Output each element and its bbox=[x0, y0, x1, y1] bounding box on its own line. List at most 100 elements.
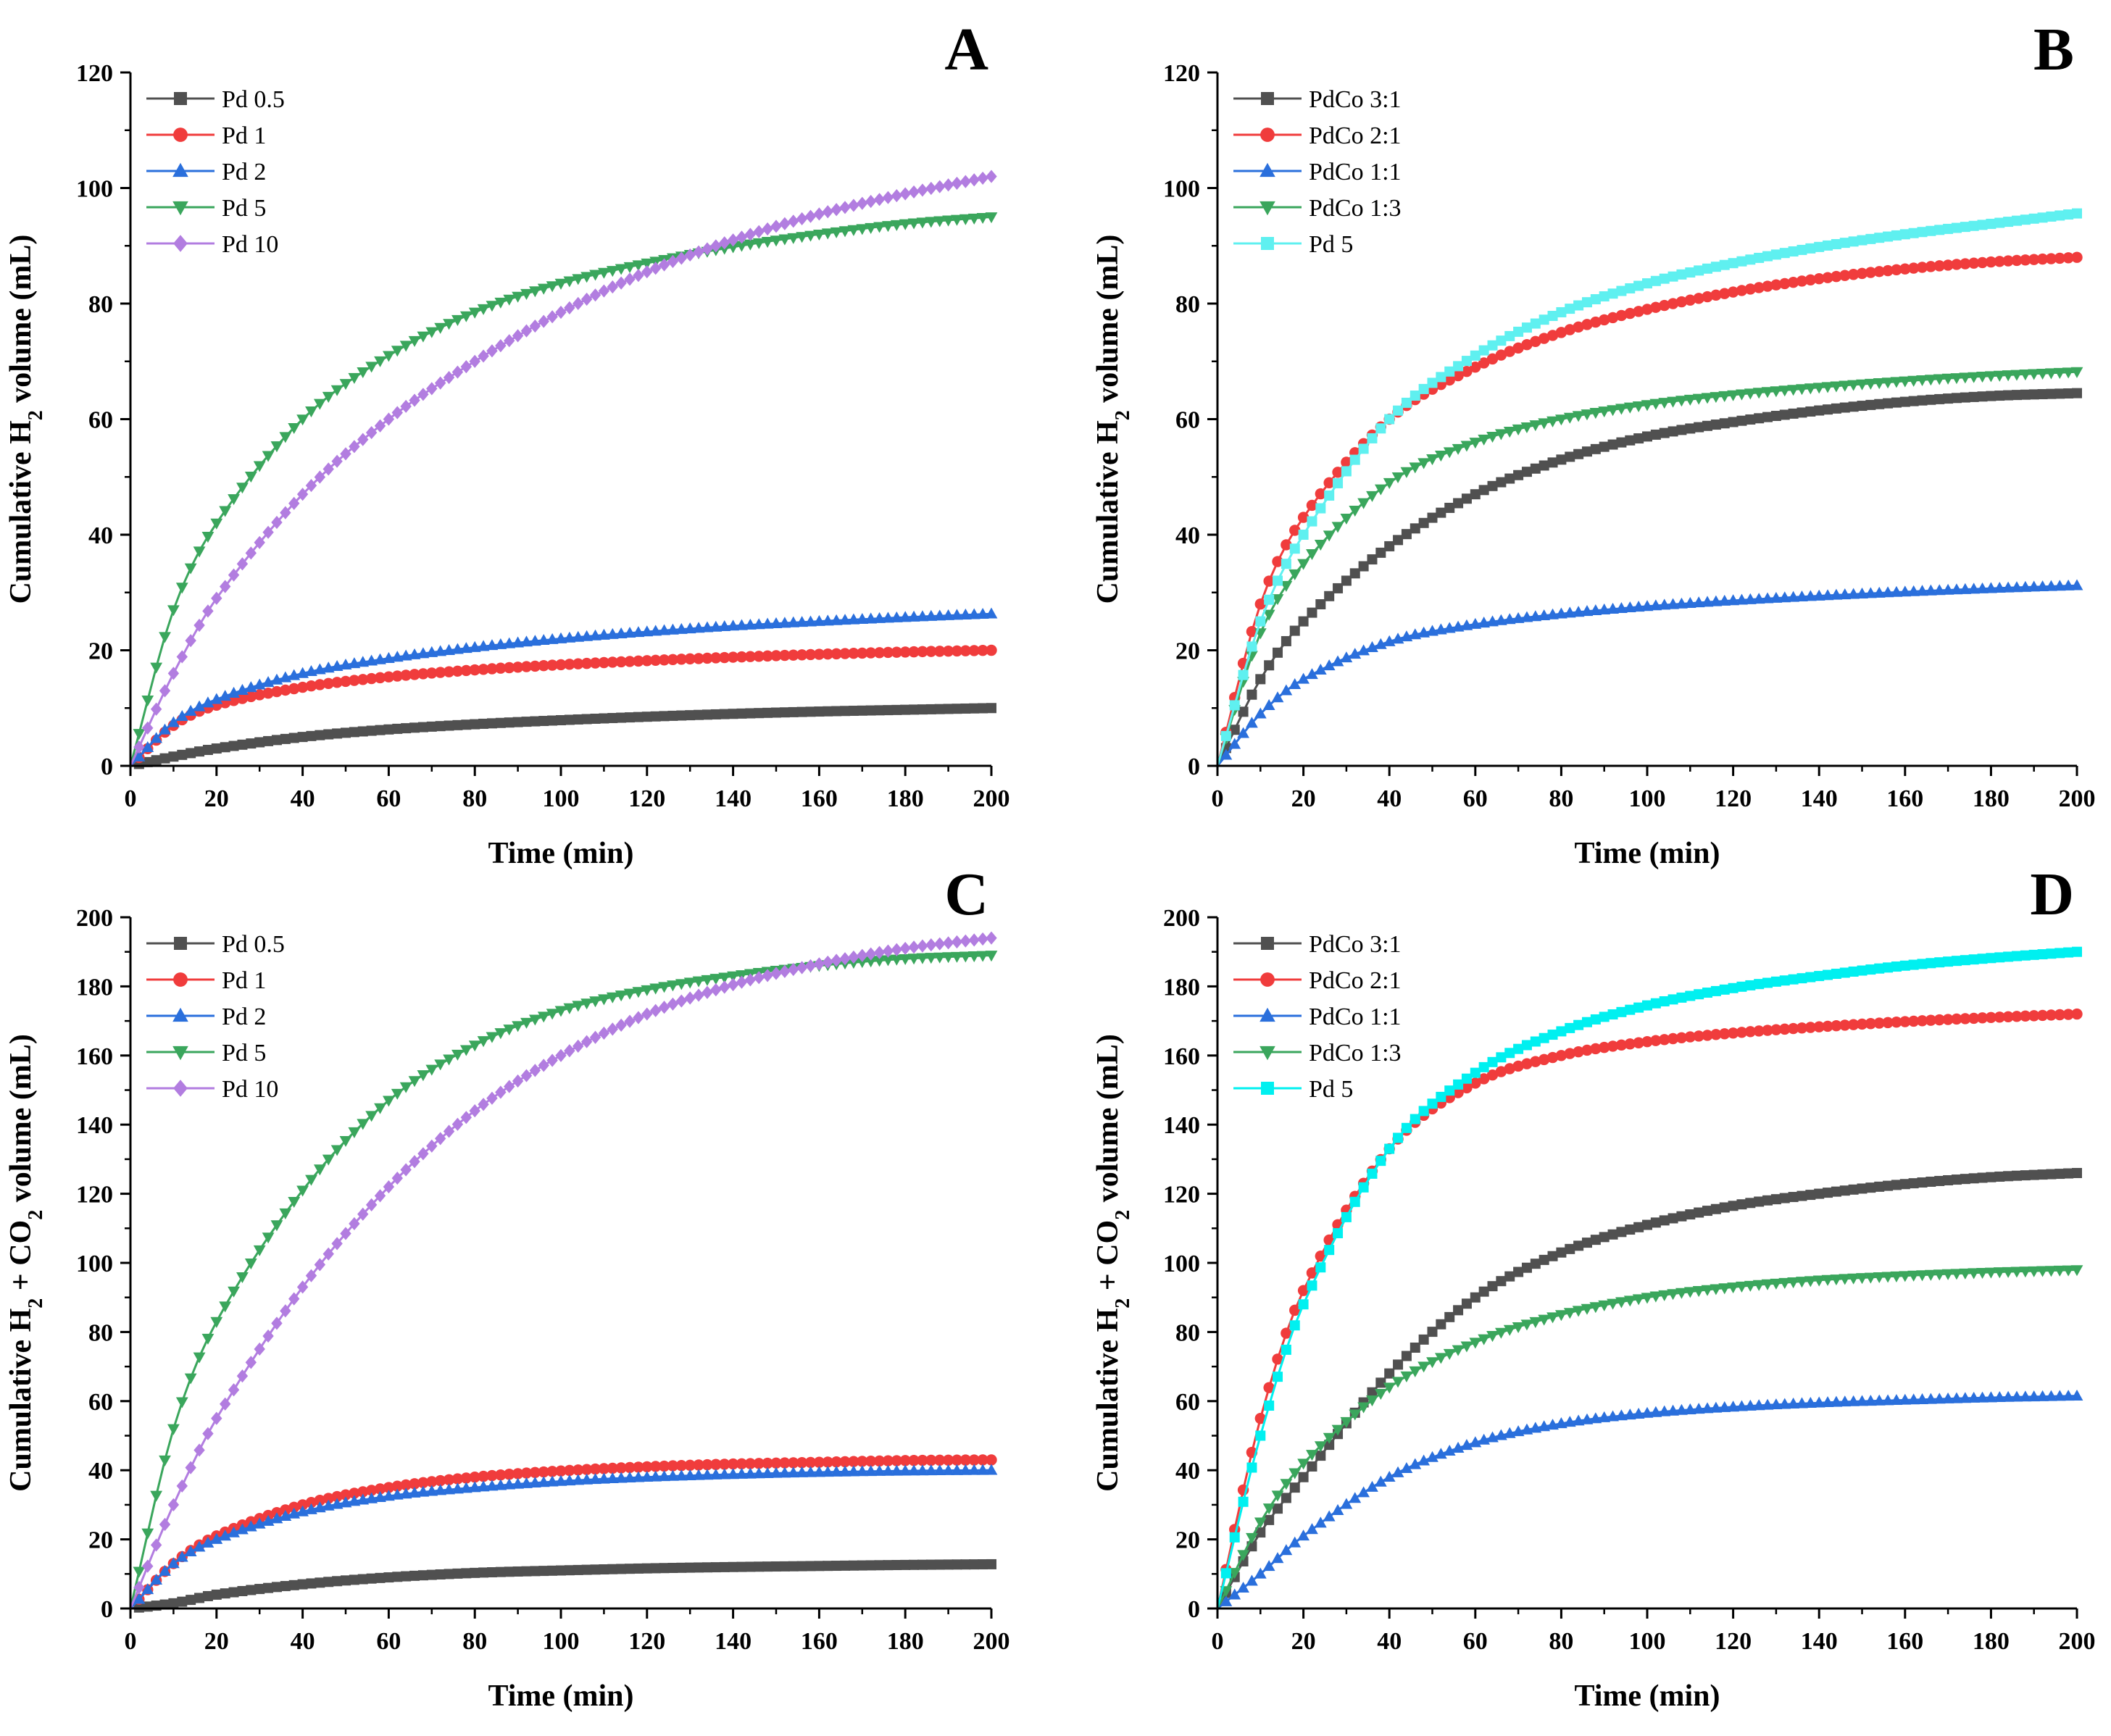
data-point bbox=[1434, 451, 1447, 462]
data-point bbox=[1521, 467, 1532, 477]
data-point bbox=[1434, 1448, 1447, 1459]
data-point bbox=[1754, 1196, 1765, 1207]
data-point bbox=[1667, 1404, 1679, 1416]
data-point bbox=[1831, 969, 1841, 980]
data-point bbox=[873, 222, 886, 233]
data-point bbox=[460, 1472, 472, 1484]
panel-d: 0 20 40 60 80 100 120 140 160 180 2000204060801001… bbox=[1091, 861, 2096, 1713]
data-point bbox=[1615, 309, 1628, 322]
x-tick-label: 60 bbox=[1463, 785, 1488, 812]
data-point bbox=[658, 1460, 670, 1472]
data-point bbox=[1994, 952, 2005, 963]
data-point bbox=[788, 1457, 799, 1469]
data-point bbox=[408, 1076, 421, 1088]
data-point bbox=[1856, 1018, 1868, 1030]
data-point bbox=[1470, 350, 1481, 361]
data-point bbox=[805, 706, 816, 717]
data-point bbox=[1667, 1213, 1678, 1224]
data-point bbox=[1950, 1269, 1963, 1280]
data-point bbox=[486, 301, 499, 312]
data-point bbox=[246, 738, 257, 749]
data-point bbox=[1701, 1402, 1714, 1414]
data-point bbox=[736, 975, 748, 989]
data-point bbox=[305, 680, 317, 692]
data-point bbox=[1323, 530, 1336, 542]
data-point bbox=[1546, 1419, 1559, 1430]
data-point bbox=[744, 973, 757, 987]
data-point bbox=[650, 1563, 661, 1574]
data-point bbox=[1358, 561, 1369, 572]
data-point bbox=[538, 1566, 549, 1577]
data-point bbox=[1289, 1482, 1300, 1493]
legend-label: Pd 5 bbox=[1309, 1076, 1353, 1103]
data-point bbox=[194, 1593, 205, 1603]
plot-area bbox=[129, 170, 998, 769]
data-point bbox=[443, 1483, 455, 1495]
data-point bbox=[1487, 340, 1498, 351]
data-point bbox=[425, 646, 438, 657]
data-point bbox=[470, 719, 480, 730]
y-tick-label: 0 bbox=[1188, 754, 1200, 780]
data-point bbox=[675, 622, 688, 634]
data-point bbox=[1607, 439, 1618, 450]
series-line bbox=[1216, 370, 2078, 767]
data-point bbox=[838, 1465, 852, 1477]
data-point bbox=[900, 1559, 911, 1570]
data-point bbox=[262, 1232, 275, 1244]
data-point bbox=[1839, 588, 1852, 600]
data-point bbox=[1736, 415, 1747, 426]
data-point bbox=[1384, 414, 1395, 425]
data-point bbox=[1951, 222, 1962, 233]
legend-item: Pd 5 bbox=[146, 195, 266, 222]
data-point bbox=[202, 604, 214, 618]
data-point bbox=[1985, 1011, 1997, 1024]
data-point bbox=[1718, 594, 1731, 606]
data-point bbox=[1298, 1299, 1309, 1310]
data-point bbox=[1857, 1183, 1868, 1194]
data-point bbox=[2003, 217, 2014, 228]
data-point bbox=[2063, 388, 2074, 398]
data-point bbox=[2037, 389, 2048, 400]
data-point bbox=[1659, 996, 1670, 1006]
data-point bbox=[374, 1189, 386, 1203]
data-point bbox=[985, 212, 998, 224]
data-point bbox=[2071, 251, 2083, 263]
data-point bbox=[1470, 1077, 1481, 1089]
data-point bbox=[1934, 225, 1945, 235]
data-point bbox=[184, 563, 197, 575]
data-point bbox=[977, 171, 988, 185]
data-point bbox=[873, 1464, 886, 1476]
data-point bbox=[1675, 1032, 1688, 1043]
data-point bbox=[1650, 1217, 1661, 1228]
data-point bbox=[1881, 377, 1894, 389]
data-point bbox=[1529, 610, 1542, 622]
data-point bbox=[357, 433, 369, 446]
data-point bbox=[1641, 400, 1654, 412]
data-point bbox=[985, 607, 998, 619]
data-point bbox=[916, 610, 929, 622]
panel-letter: A bbox=[944, 16, 988, 83]
data-point bbox=[943, 1559, 954, 1570]
data-point bbox=[2053, 367, 2066, 379]
data-point bbox=[1383, 1382, 1396, 1394]
data-point bbox=[813, 957, 825, 971]
data-point bbox=[1366, 1395, 1378, 1407]
data-point bbox=[546, 1466, 558, 1477]
x-tick-label: 0 bbox=[1212, 1628, 1224, 1655]
data-point bbox=[1453, 498, 1464, 509]
series-pdco-1-3 bbox=[1216, 1265, 2083, 1609]
data-point bbox=[142, 1559, 154, 1573]
data-point bbox=[2063, 1168, 2074, 1179]
data-point bbox=[2002, 1266, 2015, 1278]
y-tick-label: 200 bbox=[76, 905, 113, 932]
data-point bbox=[2028, 213, 2039, 224]
data-point bbox=[1822, 272, 1833, 283]
data-point bbox=[1649, 1291, 1662, 1303]
data-point bbox=[1314, 1516, 1327, 1528]
data-point bbox=[211, 743, 222, 754]
data-point bbox=[443, 370, 455, 385]
data-point bbox=[685, 1562, 696, 1573]
data-point bbox=[1470, 362, 1481, 373]
data-point bbox=[804, 1456, 817, 1469]
data-point bbox=[1822, 1020, 1833, 1032]
